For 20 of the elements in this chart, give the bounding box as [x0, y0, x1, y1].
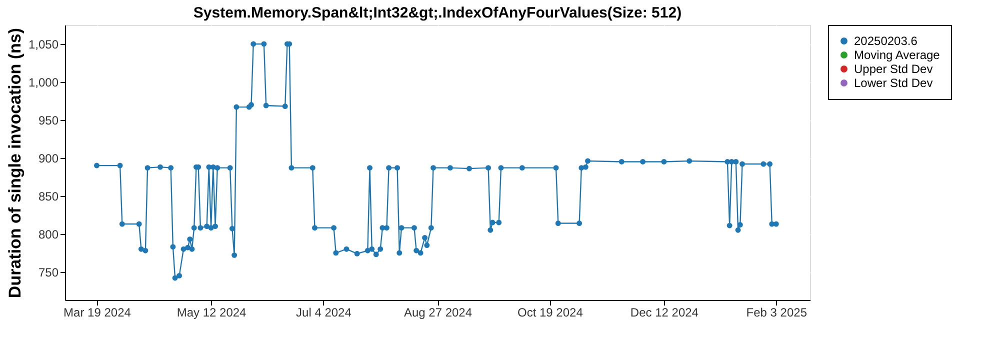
- x-tick-label: Feb 3 2025: [746, 306, 808, 320]
- y-tick-label: 900: [38, 151, 59, 166]
- y-tick-label: 1,050: [28, 37, 59, 52]
- y-tick-label: 750: [38, 265, 59, 280]
- x-tick-label: Dec 12 2024: [630, 306, 699, 320]
- y-tick-label: 800: [38, 227, 59, 242]
- y-axis-title: Duration of single invocation (ns): [5, 28, 24, 298]
- x-tick-label: Jul 4 2024: [296, 306, 352, 320]
- legend-label: Upper Std Dev: [854, 62, 933, 76]
- legend-label: Moving Average: [854, 48, 940, 62]
- y-tick-label: 1,000: [28, 75, 59, 90]
- x-tick-label: Oct 19 2024: [517, 306, 584, 320]
- y-tick-label: 850: [38, 189, 59, 204]
- legend-label: 20250203.6: [854, 34, 918, 48]
- legend-label: Lower Std Dev: [854, 76, 933, 90]
- x-tick-label: Mar 19 2024: [64, 306, 132, 320]
- y-tick-label: 950: [38, 113, 59, 128]
- x-tick-label: May 12 2024: [176, 306, 247, 320]
- chart-title: System.Memory.Span&lt;Int32&gt;.IndexOfAnyFourValues(Size: 512): [193, 4, 682, 22]
- x-tick-label: Aug 27 2024: [404, 306, 472, 320]
